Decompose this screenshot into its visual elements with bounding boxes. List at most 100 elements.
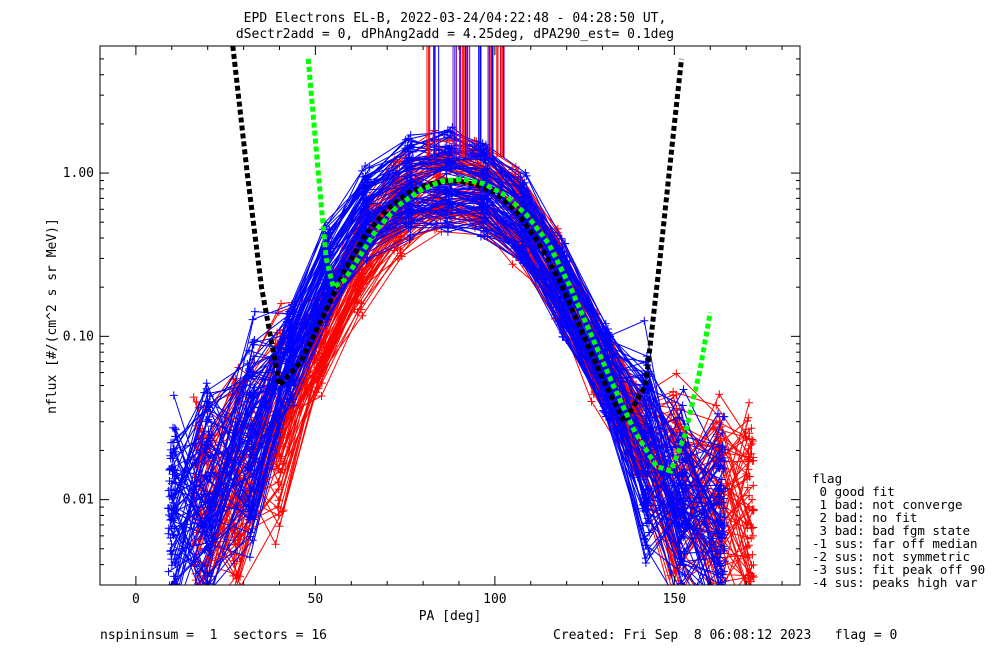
legend-entry: -2 sus: not symmetric xyxy=(812,549,971,564)
blue-marker xyxy=(249,485,258,494)
blue-marker xyxy=(644,501,653,510)
blue-marker xyxy=(638,373,647,382)
red-marker xyxy=(748,604,756,612)
blue-marker xyxy=(201,594,209,602)
blue-marker xyxy=(244,429,252,437)
red-marker xyxy=(745,398,754,407)
blue-marker xyxy=(717,591,725,599)
blue-marker xyxy=(203,475,212,484)
red-marker xyxy=(748,597,756,605)
blue-marker xyxy=(606,360,615,368)
blue-marker xyxy=(675,479,684,488)
blue-marker xyxy=(682,610,690,618)
blue-marker xyxy=(364,209,372,218)
blue-marker xyxy=(716,481,725,490)
blue-marker xyxy=(719,504,728,513)
red-marker xyxy=(230,592,238,600)
blue-marker xyxy=(641,469,650,478)
legend-entry: 1 bad: not converge xyxy=(812,497,963,512)
plot-frame xyxy=(99,45,801,586)
blue-marker xyxy=(202,417,210,426)
red-marker xyxy=(712,401,721,410)
blue-marker xyxy=(283,346,292,355)
blue-marker xyxy=(440,130,449,139)
blue-marker xyxy=(443,158,452,167)
blue-marker xyxy=(477,170,486,178)
red-marker xyxy=(741,425,750,434)
blue-marker xyxy=(558,308,567,316)
blue-marker xyxy=(359,211,368,220)
blue-marker xyxy=(164,486,173,495)
blue-marker xyxy=(677,406,686,414)
red-marker xyxy=(231,536,239,545)
blue-marker xyxy=(676,554,685,563)
blue-marker xyxy=(206,451,215,460)
red-marker xyxy=(744,413,753,422)
blue-marker xyxy=(169,391,178,400)
blue-marker xyxy=(720,513,729,522)
red-marker xyxy=(750,595,758,603)
footer-left: nspininsum = 1 sectors = 16 xyxy=(100,628,327,643)
red-marker xyxy=(239,582,241,585)
red-marker xyxy=(189,608,197,616)
blue-marker xyxy=(640,534,648,543)
blue-marker xyxy=(521,236,530,245)
blue-marker xyxy=(203,402,212,411)
red-marker xyxy=(193,620,201,628)
blue-marker xyxy=(246,515,255,524)
blue-marker xyxy=(447,206,456,215)
blue-marker xyxy=(168,470,177,479)
blue-marker xyxy=(442,213,451,222)
blue-marker xyxy=(442,142,451,151)
blue-marker xyxy=(641,420,650,429)
blue-marker xyxy=(361,184,370,193)
red-marker xyxy=(743,483,752,492)
blue-marker xyxy=(204,427,213,436)
blue-marker xyxy=(361,162,370,170)
blue-marker xyxy=(720,464,728,473)
blue-marker xyxy=(680,547,689,556)
red-marker xyxy=(277,299,286,308)
blue-marker xyxy=(248,393,257,402)
blue-marker xyxy=(248,472,257,481)
blue-marker xyxy=(638,504,647,513)
blue-marker xyxy=(557,234,566,243)
legend-title: flag xyxy=(812,471,843,486)
red-marker xyxy=(745,491,754,500)
blue-marker xyxy=(443,126,452,135)
blue-marker xyxy=(166,485,175,493)
blue-marker xyxy=(169,587,177,595)
blue-marker xyxy=(718,429,727,437)
blue-marker xyxy=(285,339,294,348)
red-marker xyxy=(228,593,236,601)
blue-marker xyxy=(170,474,179,483)
blue-marker xyxy=(561,320,569,328)
red-marker xyxy=(192,581,201,585)
blue-marker xyxy=(404,203,413,212)
blue-marker xyxy=(678,401,687,410)
blue-marker xyxy=(443,217,452,226)
y-tick-label: 0.10 xyxy=(63,329,94,344)
blue-marker xyxy=(680,465,689,474)
red-marker xyxy=(396,233,405,242)
blue-marker xyxy=(172,558,180,567)
blue-marker xyxy=(405,235,414,244)
chart-subtitle: dSectr2add = 0, dPhAng2add = 4.25deg, dP… xyxy=(236,27,674,42)
red-marker xyxy=(713,588,721,596)
red-marker xyxy=(316,372,325,380)
red-marker xyxy=(710,620,718,628)
axes-layer: 0 50 100 150 0.01 0.10 1.00 xyxy=(63,45,801,607)
blue-marker xyxy=(517,185,526,194)
red-marker xyxy=(715,390,724,399)
legend-entry: -4 sus: peaks high var xyxy=(812,575,978,590)
red-marker xyxy=(508,260,517,269)
blue-marker xyxy=(167,550,176,559)
blue-marker xyxy=(601,395,610,404)
red-marker xyxy=(317,340,326,348)
red-marker xyxy=(749,531,757,540)
blue-marker xyxy=(285,378,294,387)
blue-marker xyxy=(170,465,179,474)
blue-marker xyxy=(601,408,610,417)
blue-marker xyxy=(207,422,216,431)
blue-marker xyxy=(360,217,369,226)
